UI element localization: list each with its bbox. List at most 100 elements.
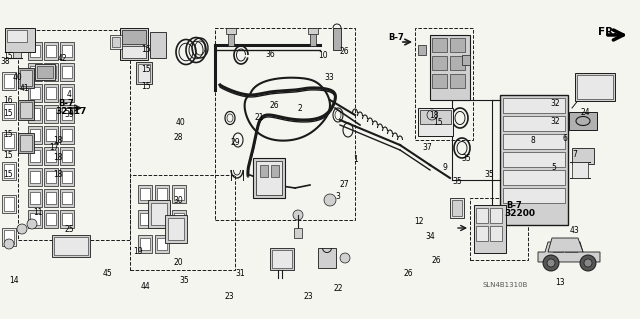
Text: 41: 41 [19, 84, 29, 93]
Bar [46, 87, 56, 99]
Text: 36: 36 [265, 50, 275, 59]
Bar [60, 189, 74, 207]
Bar [490, 208, 502, 223]
Bar [450, 56, 465, 70]
Circle shape [340, 253, 350, 263]
Text: 35: 35 [484, 170, 495, 179]
Bar [46, 150, 56, 162]
Text: 12: 12 [415, 217, 424, 226]
Bar [2, 72, 16, 90]
Text: 25: 25 [64, 225, 74, 234]
Bar [62, 150, 72, 162]
Text: FR.: FR. [598, 27, 618, 37]
Bar [432, 38, 447, 52]
Bar [569, 112, 597, 130]
Text: 32: 32 [550, 117, 561, 126]
Text: 15: 15 [3, 52, 13, 61]
Text: 35: 35 [179, 276, 189, 285]
Text: 15: 15 [3, 109, 13, 118]
Bar [18, 30, 130, 240]
Circle shape [543, 255, 559, 271]
Bar [44, 63, 58, 81]
Bar [271, 165, 279, 177]
Text: 20: 20 [173, 258, 183, 267]
Bar [420, 110, 451, 124]
Bar [415, 28, 473, 140]
Circle shape [4, 239, 14, 249]
Bar [333, 28, 341, 50]
Text: 21: 21 [255, 113, 264, 122]
Bar [28, 105, 42, 123]
Bar [44, 168, 58, 186]
Bar [30, 108, 40, 120]
Bar [318, 248, 336, 268]
Bar [157, 188, 167, 200]
Text: 26: 26 [403, 269, 413, 278]
Bar [46, 171, 56, 183]
Text: 15: 15 [3, 170, 13, 179]
Bar [30, 45, 40, 57]
Bar [62, 66, 72, 78]
Bar [30, 213, 40, 225]
Bar [110, 35, 122, 49]
Bar [60, 42, 74, 60]
Bar [503, 170, 565, 185]
Text: B-7: B-7 [506, 201, 522, 210]
Bar [28, 189, 42, 207]
Text: 4: 4 [67, 90, 72, 99]
Text: 6: 6 [562, 134, 567, 143]
Bar [60, 210, 74, 228]
Text: 39: 39 [64, 110, 74, 119]
Bar [18, 68, 34, 88]
Circle shape [27, 219, 37, 229]
Bar [2, 132, 16, 150]
Circle shape [584, 259, 592, 267]
Text: 42: 42 [58, 54, 68, 63]
Bar [18, 133, 34, 153]
Bar [60, 84, 74, 102]
Bar [46, 66, 56, 78]
Bar [270, 248, 294, 270]
Text: 5: 5 [551, 163, 556, 172]
Bar [46, 108, 56, 120]
Text: 18: 18 [53, 136, 62, 145]
Bar [172, 210, 186, 228]
Bar [44, 147, 58, 165]
Bar [503, 116, 565, 131]
Text: 26: 26 [431, 256, 442, 265]
Bar [28, 210, 42, 228]
Bar [62, 87, 72, 99]
Bar [572, 162, 588, 178]
Circle shape [324, 194, 336, 206]
Bar [253, 158, 285, 198]
Text: 17: 17 [49, 143, 60, 152]
Bar [2, 228, 16, 246]
Text: 26: 26 [339, 47, 349, 56]
Text: 40: 40 [13, 73, 23, 82]
Text: 1: 1 [353, 155, 358, 164]
Bar [476, 226, 488, 241]
Bar [148, 200, 170, 228]
Text: 29: 29 [230, 138, 241, 147]
Bar [46, 129, 56, 141]
Bar [60, 63, 74, 81]
Bar [30, 66, 40, 78]
Bar [35, 64, 55, 80]
Bar [62, 45, 72, 57]
Bar [130, 175, 235, 270]
Bar [308, 28, 318, 34]
Bar [503, 98, 565, 113]
Bar [572, 148, 594, 164]
Text: 19: 19 [132, 247, 143, 256]
Text: 24: 24 [580, 108, 591, 117]
Bar [5, 28, 35, 52]
Text: 28: 28 [173, 133, 182, 142]
Bar [30, 129, 40, 141]
Bar [256, 161, 282, 195]
Text: 15: 15 [433, 118, 444, 127]
Bar [503, 152, 565, 167]
Bar [30, 150, 40, 162]
Text: 15: 15 [141, 82, 151, 91]
Text: 8: 8 [530, 136, 535, 145]
Bar [44, 42, 58, 60]
